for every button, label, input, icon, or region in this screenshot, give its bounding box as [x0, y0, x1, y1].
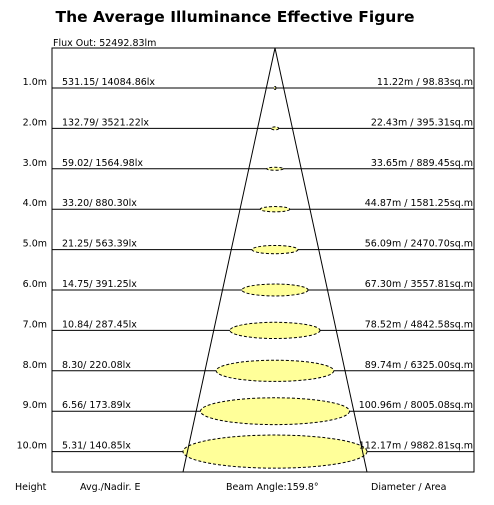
beam-ellipse [266, 166, 284, 171]
illuminance-label: 14.75/ 391.25lx [62, 279, 137, 290]
footer-height-label: Height [15, 482, 47, 493]
illuminance-label: 33.20/ 880.30lx [62, 198, 137, 209]
diameter-area-label: 100.96m / 8005.08sq.m [359, 400, 473, 411]
footer-beam-angle-label: Beam Angle:159.8° [226, 482, 319, 493]
diameter-area-label: 33.65m / 889.45sq.m [371, 158, 473, 169]
diameter-area-label: 89.74m / 6325.00sq.m [365, 360, 473, 371]
height-label: 3.0m [23, 158, 47, 169]
height-label: 9.0m [23, 400, 47, 411]
height-label: 8.0m [23, 360, 47, 371]
diameter-area-label: 56.09m / 2470.70sq.m [365, 239, 473, 250]
illuminance-label: 132.79/ 3521.22lx [62, 117, 149, 128]
flux-out-label: Flux Out: 52492.83lm [53, 38, 156, 49]
illuminance-label: 6.56/ 173.89lx [62, 400, 131, 411]
beam-ellipse [270, 126, 280, 131]
beam-ellipse [182, 434, 368, 469]
illuminance-label: 10.84/ 287.45lx [62, 319, 137, 330]
diameter-area-label: 11.22m / 98.83sq.m [377, 77, 473, 88]
beam-ellipse [241, 283, 309, 297]
height-label: 4.0m [23, 198, 47, 209]
diameter-area-label: 78.52m / 4842.58sq.m [365, 319, 473, 330]
beam-ellipse [273, 86, 277, 90]
diameter-area-label: 22.43m / 395.31sq.m [371, 117, 473, 128]
beam-ellipse [229, 321, 321, 340]
height-label: 7.0m [23, 319, 47, 330]
footer-diameter-area-label: Diameter / Area [371, 482, 446, 493]
beam-ellipse [215, 359, 335, 382]
diameter-area-label: 67.30m / 3557.81sq.m [365, 279, 473, 290]
diagram-frame [51, 47, 475, 473]
illuminance-label: 531.15/ 14084.86lx [62, 77, 155, 88]
footer-avg-label: Avg./Nadir. E [80, 482, 141, 493]
diameter-area-label: 112.17m / 9882.81sq.m [359, 441, 473, 452]
height-label: 1.0m [23, 77, 47, 88]
height-label: 2.0m [23, 117, 47, 128]
illuminance-label: 5.31/ 140.85lx [62, 441, 131, 452]
height-label: 5.0m [23, 239, 47, 250]
illuminance-label: 21.25/ 563.39lx [62, 239, 137, 250]
height-label: 10.0m [17, 441, 47, 452]
beam-edge-left [182, 47, 276, 473]
beam-edge-right [274, 47, 368, 473]
diagram-title: The Average Illuminance Effective Figure [56, 8, 415, 26]
diameter-area-label: 44.87m / 1581.25sq.m [365, 198, 473, 209]
illuminance-label: 8.30/ 220.08lx [62, 360, 131, 371]
beam-ellipse [199, 397, 351, 426]
beam-ellipse [251, 244, 299, 255]
illuminance-label: 59.02/ 1564.98lx [62, 158, 143, 169]
height-label: 6.0m [23, 279, 47, 290]
rows-layer: 1.0m 531.15/ 14084.86lx 11.22m / 98.83sq.m… [17, 77, 474, 469]
beam-ellipse [259, 206, 291, 213]
